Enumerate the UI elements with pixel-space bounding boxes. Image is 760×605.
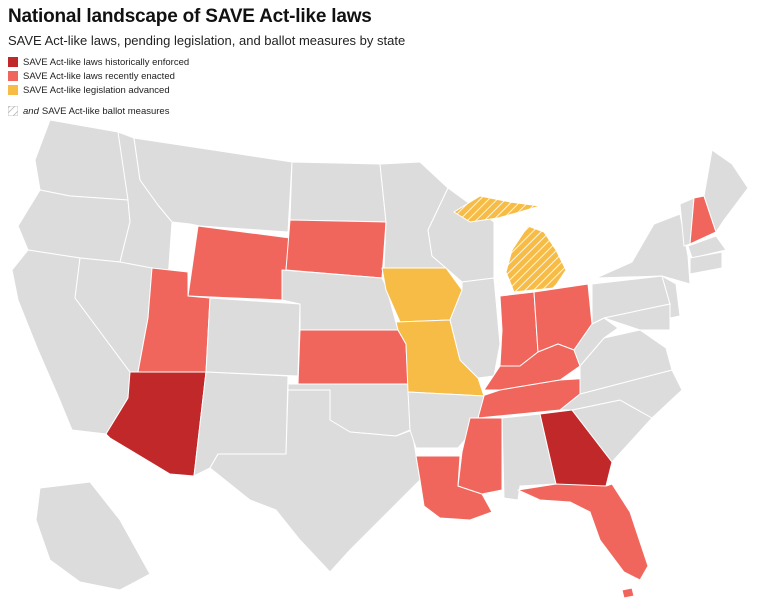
state-michigan-upper[interactable] [453,195,541,223]
state-new-jersey[interactable] [661,275,681,319]
state-kansas[interactable] [297,329,409,385]
state-north-dakota[interactable] [289,161,387,223]
legend-item-ballot: and SAVE Act-like ballot measures [8,104,189,118]
state-illinois[interactable] [449,277,501,379]
legend-swatch-ballot-hatch [8,106,18,116]
legend-swatch-recent [8,71,18,81]
state-michigan-lower[interactable] [505,225,567,293]
state-texas[interactable] [209,389,421,573]
state-florida[interactable] [517,483,649,581]
state-connecticut-rhode-island[interactable] [689,251,723,275]
state-wyoming[interactable] [187,225,291,301]
legend-item-historical: SAVE Act-like laws historically enforced [8,55,189,69]
legend-ballot-prefix: and [23,105,39,117]
state-delaware-maryland[interactable] [603,303,671,331]
legend-item-recent: SAVE Act-like laws recently enacted [8,69,189,83]
legend-label-historical: SAVE Act-like laws historically enforced [23,56,190,68]
page-title: National landscape of SAVE Act-like laws [8,6,372,27]
page-subtitle: SAVE Act-like laws, pending legislation,… [8,33,406,48]
state-south-dakota[interactable] [285,219,387,279]
state-louisiana[interactable] [415,455,493,521]
state-new-york[interactable] [595,213,691,285]
legend-item-advanced: SAVE Act-like legislation advanced [8,83,189,97]
legend-label-ballot: SAVE Act-like ballot measures [41,105,170,117]
state-arkansas[interactable] [407,391,485,449]
legend: SAVE Act-like laws historically enforced… [8,55,189,118]
state-colorado[interactable] [205,297,301,377]
state-massachusetts[interactable] [687,235,727,259]
state-indiana[interactable] [499,291,539,367]
state-maine[interactable] [703,149,749,233]
state-alaska[interactable] [35,481,151,591]
legend-label-recent: SAVE Act-like laws recently enacted [23,70,175,82]
legend-label-advanced: SAVE Act-like legislation advanced [23,84,170,96]
legend-swatch-historical [8,57,18,67]
state-hawaii[interactable] [621,587,635,599]
legend-swatch-advanced [8,85,18,95]
state-montana[interactable] [133,137,293,233]
